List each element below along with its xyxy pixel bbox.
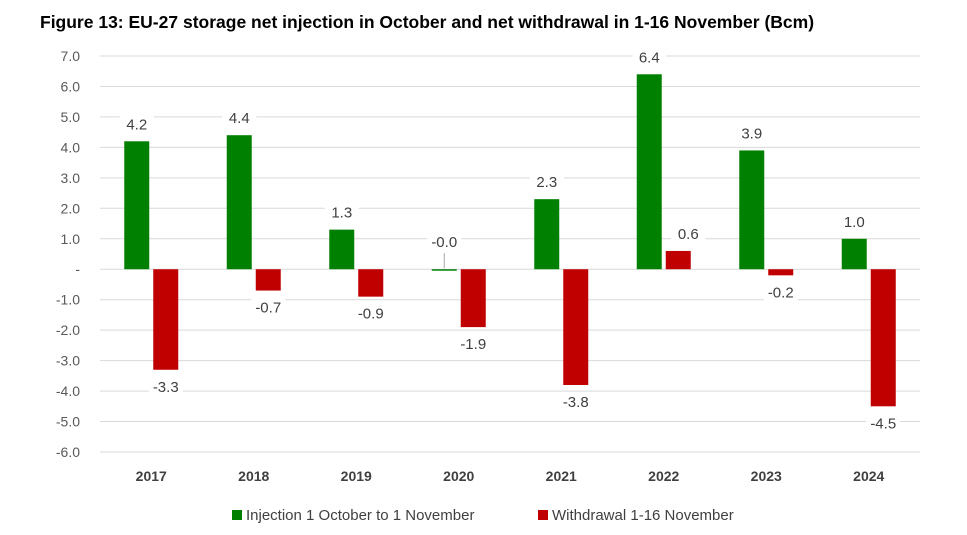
x-tick-label: 2019: [341, 468, 372, 484]
x-tick-label: 2017: [136, 468, 167, 484]
data-label: 0.6: [678, 226, 699, 243]
chart-title: Figure 13: EU-27 storage net injection i…: [40, 12, 815, 32]
data-label-background: [837, 211, 872, 232]
injection-bar: [841, 238, 867, 270]
data-label: 2.3: [536, 174, 557, 191]
data-label: -0.0: [431, 234, 457, 251]
withdrawal-bar: [563, 269, 589, 385]
withdrawal-bar: [153, 269, 179, 370]
data-label-background: [456, 334, 491, 355]
data-label: 4.4: [229, 110, 250, 127]
y-tick-label: -1.0: [56, 292, 80, 308]
data-label: -1.9: [460, 336, 486, 353]
data-label-background: [353, 303, 388, 324]
withdrawal-bar: [665, 250, 691, 270]
injection-bar: [124, 141, 150, 270]
x-tick-label: 2023: [751, 468, 782, 484]
y-tick-label: 3.0: [61, 170, 81, 186]
x-tick-label: 2018: [238, 468, 269, 484]
data-label-background: [119, 114, 154, 135]
data-label: -4.5: [870, 415, 896, 432]
data-label: -3.8: [563, 394, 589, 411]
data-label-background: [427, 232, 462, 253]
y-tick-label: 4.0: [61, 139, 81, 155]
y-tick-label: 1.0: [61, 231, 81, 247]
injection-bar: [226, 135, 252, 270]
y-tick-label: -5.0: [56, 414, 80, 430]
data-label-background: [671, 223, 706, 244]
data-label-background: [866, 413, 901, 434]
data-label-background: [324, 202, 359, 223]
data-label-background: [763, 282, 798, 303]
x-tick-label: 2020: [443, 468, 474, 484]
legend-swatch: [538, 510, 548, 520]
withdrawal-bar: [255, 269, 281, 291]
x-tick-label: 2024: [853, 468, 884, 484]
y-tick-label: -2.0: [56, 322, 80, 338]
y-tick-label: -4.0: [56, 383, 80, 399]
withdrawal-bar: [870, 269, 896, 407]
injection-bar: [739, 150, 765, 270]
data-label-background: [222, 108, 257, 129]
withdrawal-bar: [358, 269, 384, 297]
data-label-background: [632, 47, 667, 68]
data-label-background: [529, 172, 564, 193]
x-tick-label: 2021: [546, 468, 577, 484]
data-label: 3.9: [741, 125, 762, 142]
y-tick-label: -: [75, 261, 80, 277]
y-tick-label: 2.0: [61, 200, 81, 216]
legend-label: Withdrawal 1-16 November: [552, 507, 734, 524]
data-label: -0.9: [358, 306, 384, 323]
data-label: 6.4: [639, 49, 660, 66]
legend-swatch: [232, 510, 242, 520]
data-label-background: [558, 391, 593, 412]
injection-bar: [534, 199, 560, 270]
injection-bar: [431, 269, 457, 271]
y-tick-label: 5.0: [61, 109, 81, 125]
data-label: -0.7: [255, 300, 281, 317]
injection-bar: [329, 229, 355, 270]
injection-bar: [636, 74, 662, 270]
y-tick-label: 7.0: [61, 48, 81, 64]
x-tick-label: 2022: [648, 468, 679, 484]
withdrawal-bar: [460, 269, 486, 328]
y-tick-label: 6.0: [61, 78, 81, 94]
data-label-background: [251, 297, 286, 318]
data-label: 1.3: [331, 205, 352, 222]
y-tick-label: -6.0: [56, 444, 80, 460]
data-label: -3.3: [153, 379, 179, 396]
y-tick-label: -3.0: [56, 353, 80, 369]
withdrawal-bar: [768, 269, 794, 276]
data-label-background: [734, 123, 769, 144]
legend-label: Injection 1 October to 1 November: [246, 507, 474, 524]
data-label-background: [148, 376, 183, 397]
data-label: 4.2: [126, 116, 147, 133]
data-label: -0.2: [768, 284, 794, 301]
data-label: 1.0: [844, 214, 865, 231]
